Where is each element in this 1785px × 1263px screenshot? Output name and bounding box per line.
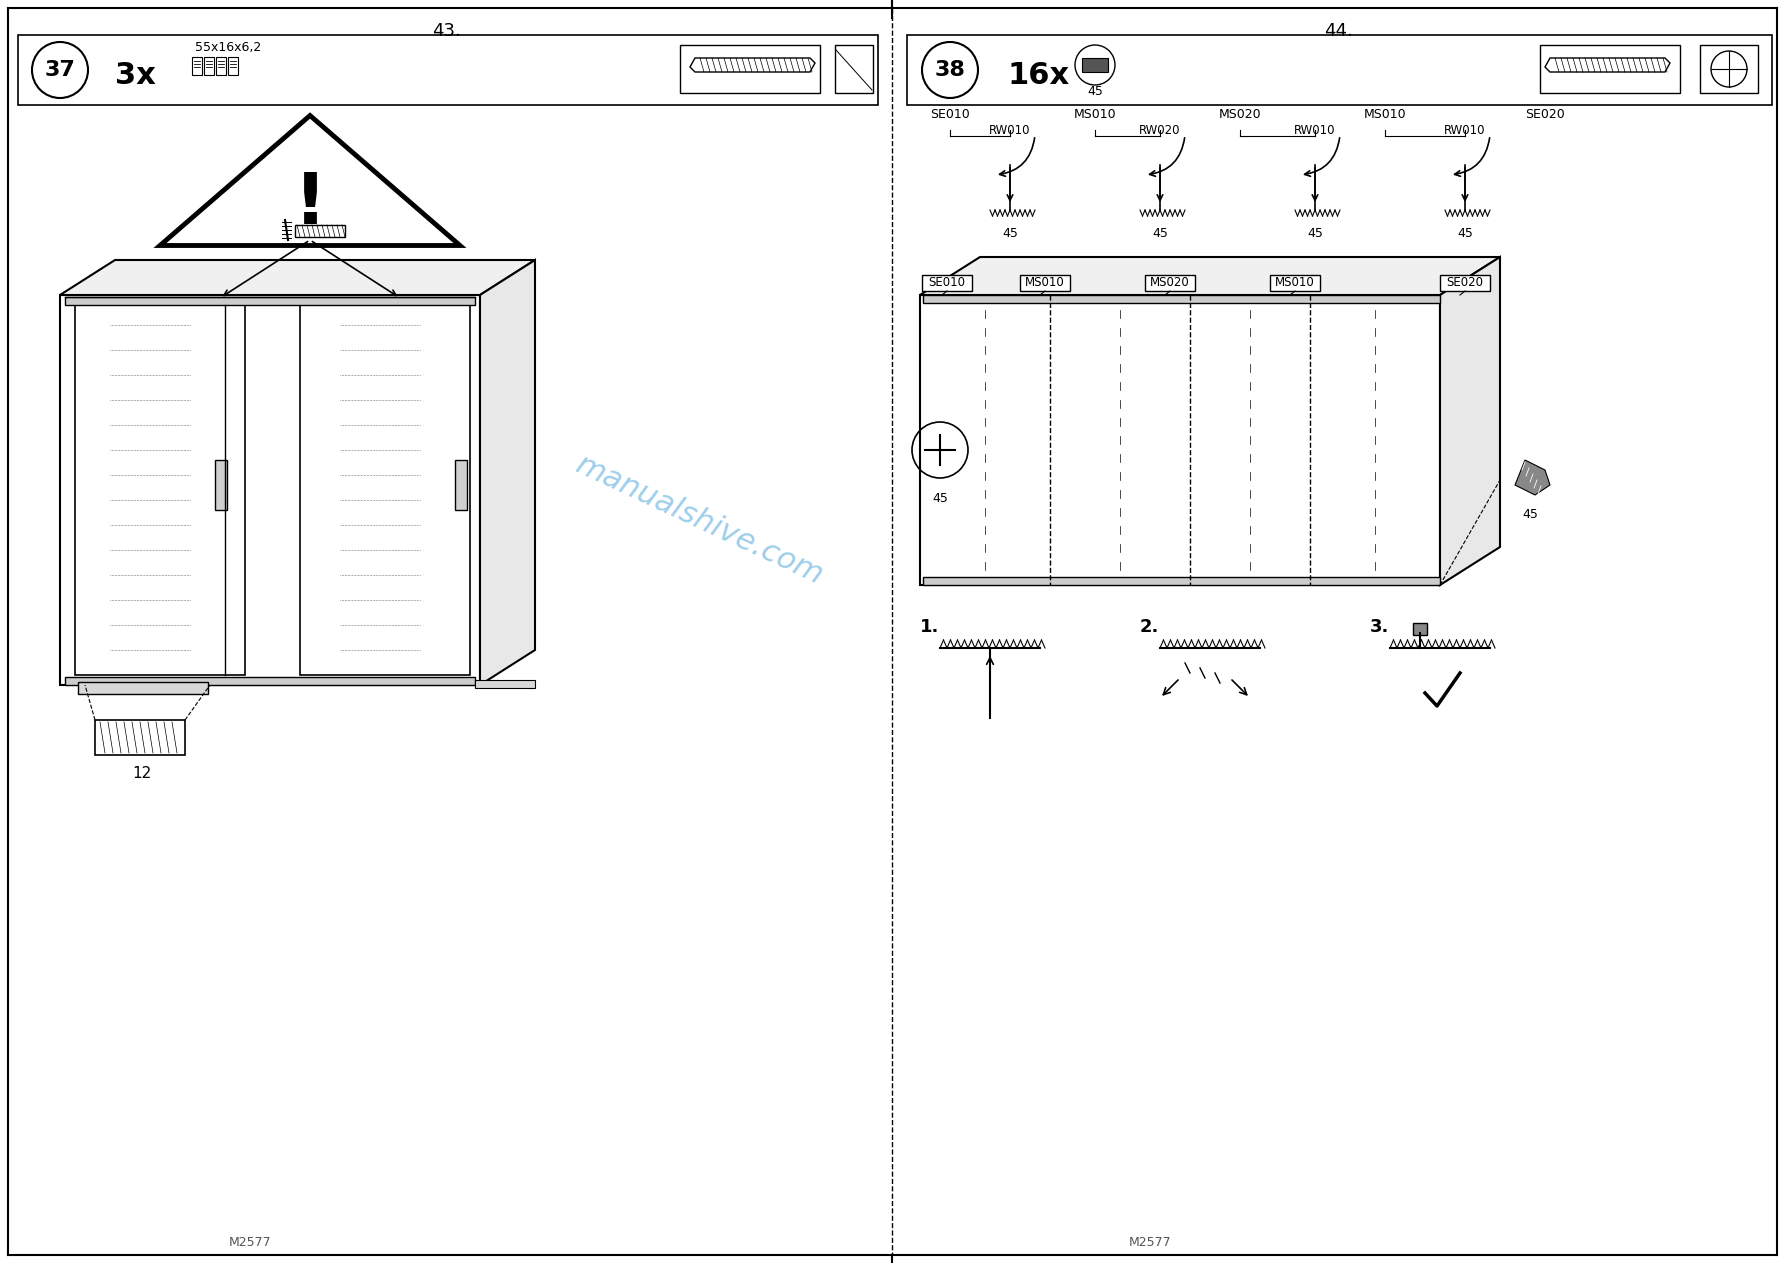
FancyArrowPatch shape xyxy=(1157,168,1162,201)
Bar xyxy=(907,35,1773,105)
Bar xyxy=(216,57,227,75)
Text: MS010: MS010 xyxy=(1274,277,1316,289)
Polygon shape xyxy=(1546,58,1671,72)
FancyArrowPatch shape xyxy=(1000,138,1035,177)
Text: MS010: MS010 xyxy=(1364,109,1407,121)
Text: 45: 45 xyxy=(1001,227,1017,240)
Text: 37: 37 xyxy=(45,61,75,80)
Polygon shape xyxy=(61,260,536,296)
Text: M2577: M2577 xyxy=(1128,1235,1171,1249)
Text: MS020: MS020 xyxy=(1219,109,1262,121)
Text: !: ! xyxy=(293,171,327,240)
Text: 45: 45 xyxy=(932,493,948,505)
Text: manualshive.com: manualshive.com xyxy=(571,450,828,590)
Text: RW020: RW020 xyxy=(1139,124,1180,136)
Text: 43.: 43. xyxy=(432,21,461,40)
Polygon shape xyxy=(161,115,461,245)
Polygon shape xyxy=(919,256,1499,296)
Text: 45: 45 xyxy=(1087,85,1103,99)
Bar xyxy=(1269,275,1319,290)
Text: MS020: MS020 xyxy=(1150,277,1191,289)
Polygon shape xyxy=(480,260,536,685)
Bar xyxy=(1019,275,1069,290)
Text: M2577: M2577 xyxy=(228,1235,271,1249)
Text: 45: 45 xyxy=(1457,227,1473,240)
FancyArrowPatch shape xyxy=(1455,138,1490,177)
Bar xyxy=(919,296,1440,585)
Bar xyxy=(64,297,475,304)
Bar xyxy=(680,45,819,93)
Bar xyxy=(1414,623,1426,635)
Bar xyxy=(300,304,469,674)
Text: 44.: 44. xyxy=(1324,21,1353,40)
Text: MS010: MS010 xyxy=(1025,277,1066,289)
Bar xyxy=(1144,275,1194,290)
Text: 55x16x6,2: 55x16x6,2 xyxy=(195,42,261,54)
Bar xyxy=(214,460,227,510)
FancyArrowPatch shape xyxy=(1305,138,1339,177)
Text: SE010: SE010 xyxy=(928,277,966,289)
Text: 12: 12 xyxy=(132,765,152,781)
Bar xyxy=(835,45,873,93)
Text: 45: 45 xyxy=(1151,227,1167,240)
Bar xyxy=(64,677,475,685)
Bar xyxy=(193,57,202,75)
Bar xyxy=(923,577,1440,585)
Text: 45: 45 xyxy=(1523,508,1539,522)
Text: 3.: 3. xyxy=(1371,618,1389,637)
Text: 45: 45 xyxy=(1307,227,1323,240)
Bar xyxy=(61,296,480,685)
Text: RW010: RW010 xyxy=(1294,124,1335,136)
Bar xyxy=(95,720,186,755)
Text: 2.: 2. xyxy=(1141,618,1160,637)
Polygon shape xyxy=(1082,58,1108,72)
Text: RW010: RW010 xyxy=(1444,124,1485,136)
Text: MS010: MS010 xyxy=(1075,109,1116,121)
Polygon shape xyxy=(1515,460,1549,495)
Polygon shape xyxy=(1440,256,1499,585)
Bar xyxy=(295,225,345,237)
Text: SE020: SE020 xyxy=(1524,109,1565,121)
Bar xyxy=(1440,275,1490,290)
Bar xyxy=(923,296,1440,303)
Bar xyxy=(923,275,973,290)
Text: 16x: 16x xyxy=(1007,61,1069,90)
Text: RW010: RW010 xyxy=(989,124,1030,136)
Text: SE020: SE020 xyxy=(1446,277,1483,289)
FancyArrowPatch shape xyxy=(987,658,992,695)
FancyArrowPatch shape xyxy=(1150,138,1185,177)
Bar xyxy=(475,679,536,688)
Bar xyxy=(75,304,245,674)
Text: 3x: 3x xyxy=(114,61,155,90)
Polygon shape xyxy=(691,58,816,72)
Text: 1.: 1. xyxy=(919,618,939,637)
Bar xyxy=(1699,45,1758,93)
FancyArrowPatch shape xyxy=(1164,679,1178,695)
Bar xyxy=(18,35,878,105)
Bar xyxy=(79,682,209,693)
FancyArrowPatch shape xyxy=(1312,168,1317,201)
Text: SE010: SE010 xyxy=(930,109,969,121)
Bar xyxy=(203,57,214,75)
FancyArrowPatch shape xyxy=(1462,168,1467,201)
Bar xyxy=(455,460,468,510)
FancyArrowPatch shape xyxy=(1007,168,1012,201)
Bar xyxy=(1540,45,1680,93)
Bar xyxy=(228,57,237,75)
FancyArrowPatch shape xyxy=(1232,679,1246,695)
Text: 38: 38 xyxy=(935,61,966,80)
